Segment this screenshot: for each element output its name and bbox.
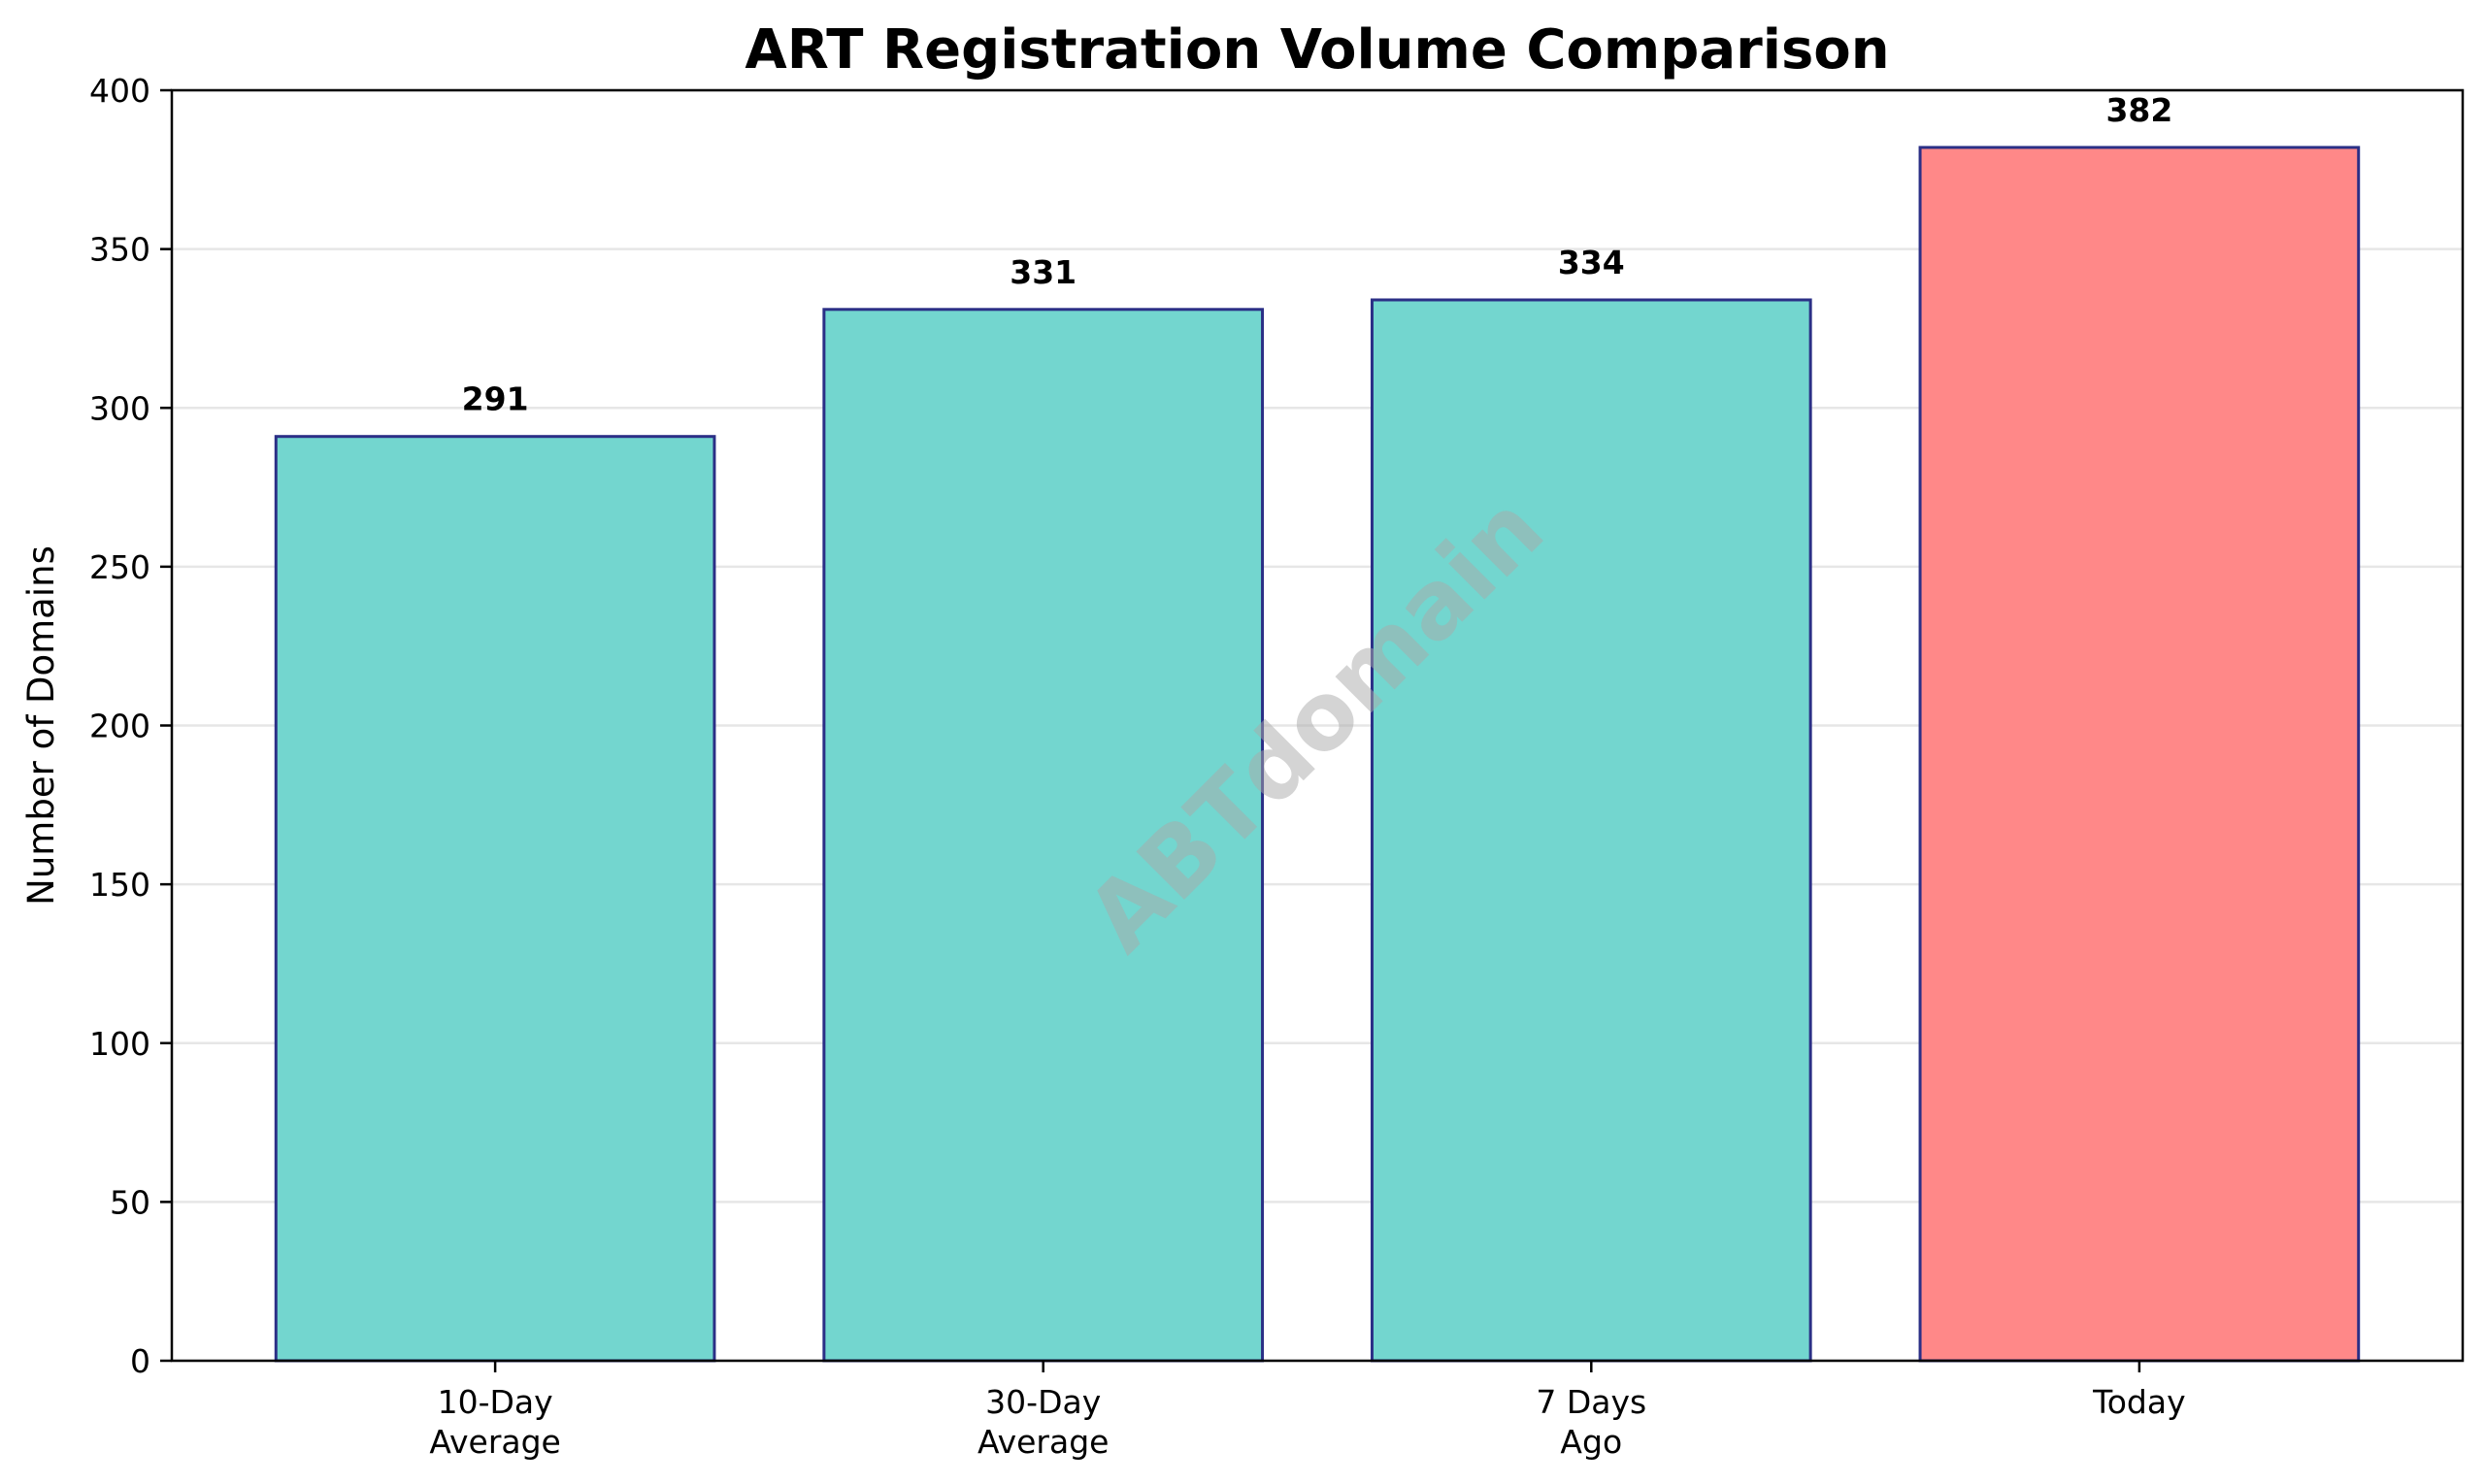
y-tick-label-400: 400 [89,72,150,110]
y-tick-label-50: 50 [110,1183,150,1221]
bar-0 [274,435,716,1363]
x-tick-label-1: 30-Day Average [977,1383,1110,1461]
y-tick-label-250: 250 [89,548,150,586]
x-axis-ticks: 10-Day Average 30-Day Average 7 Days Ago Today [429,1361,2186,1461]
x-tick-label-2: 7 Days Ago [1536,1383,1646,1461]
bars [274,146,2361,1363]
y-tick-label-200: 200 [89,708,150,745]
chart-title: ART Registration Volume Comparison [745,18,1889,82]
bar-1 [822,308,1265,1363]
x-tick-label-0: 10-Day Average [429,1383,561,1461]
bar-2 [1370,298,1812,1363]
y-tick-label-100: 100 [89,1025,150,1063]
value-label-0: 291 [462,380,529,418]
x-tick-label-3: Today [2092,1383,2185,1421]
value-label-2: 334 [1558,244,1625,281]
y-axis-ticks: 0 50 100 150 200 250 300 350 400 [89,72,172,1380]
value-labels: 291 331 334 382 [462,91,2173,418]
y-tick-label-350: 350 [89,231,150,269]
y-tick-label-300: 300 [89,389,150,427]
y-axis-label: Number of Domains [20,545,62,906]
y-tick-label-0: 0 [130,1342,150,1380]
bar-3 [1918,146,2361,1363]
value-label-3: 382 [2105,91,2172,129]
value-label-1: 331 [1010,253,1077,291]
y-tick-label-150: 150 [89,866,150,904]
